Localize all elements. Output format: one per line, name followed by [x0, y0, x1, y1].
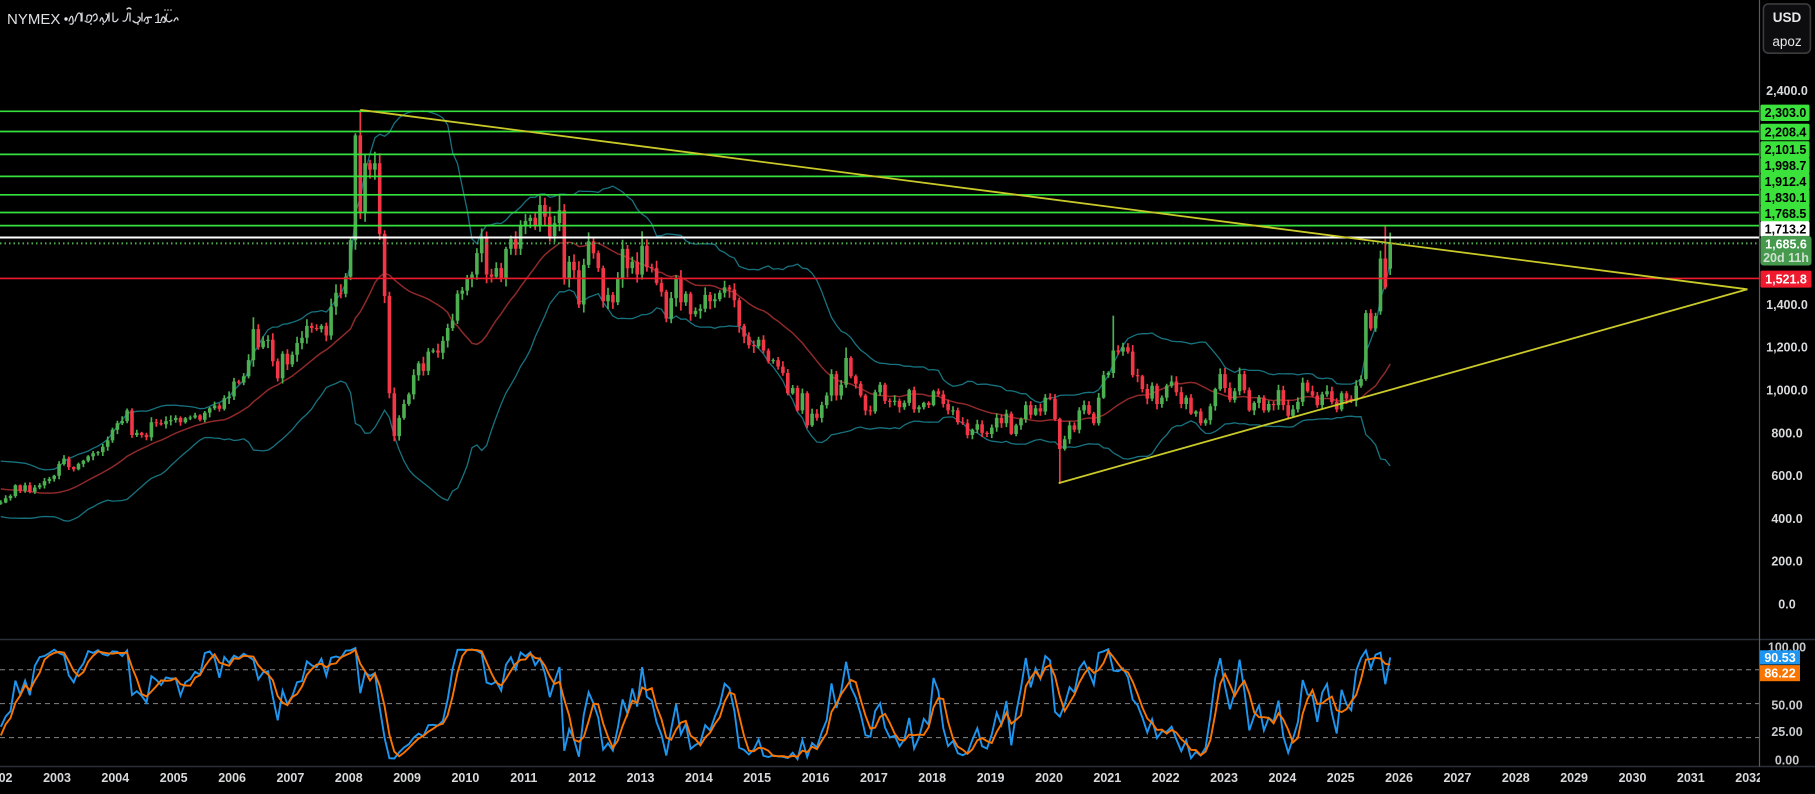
- svg-text:400.0: 400.0: [1771, 512, 1802, 526]
- svg-text:2026: 2026: [1385, 771, 1413, 785]
- svg-text:1,912.4: 1,912.4: [1765, 175, 1807, 189]
- svg-text:2020: 2020: [1035, 771, 1063, 785]
- svg-text:2002: 2002: [0, 771, 13, 785]
- svg-text:NYMEX: NYMEX: [7, 11, 60, 28]
- svg-text:2027: 2027: [1443, 771, 1471, 785]
- svg-text:50.00: 50.00: [1771, 698, 1802, 712]
- svg-text:2014: 2014: [685, 771, 713, 785]
- svg-text:90.53: 90.53: [1764, 651, 1795, 665]
- svg-text:2010: 2010: [451, 771, 479, 785]
- svg-text:2017: 2017: [860, 771, 888, 785]
- svg-text:0.00: 0.00: [1775, 753, 1799, 767]
- svg-text:2,101.5: 2,101.5: [1765, 143, 1807, 157]
- svg-text:2031: 2031: [1677, 771, 1705, 785]
- svg-text:apoz: apoz: [1772, 34, 1802, 49]
- svg-text:2030: 2030: [1619, 771, 1647, 785]
- svg-text:2023: 2023: [1210, 771, 1238, 785]
- svg-text:2008: 2008: [335, 771, 363, 785]
- svg-text:2032: 2032: [1735, 771, 1763, 785]
- svg-text:2006: 2006: [218, 771, 246, 785]
- svg-text:2,303.0: 2,303.0: [1765, 106, 1807, 120]
- svg-text:200.0: 200.0: [1771, 555, 1802, 569]
- svg-text:0.0: 0.0: [1778, 598, 1795, 612]
- svg-text:2025: 2025: [1327, 771, 1355, 785]
- svg-text:1,400.0: 1,400.0: [1766, 298, 1808, 312]
- svg-text:1,830.1: 1,830.1: [1765, 191, 1807, 205]
- svg-text:1,685.6: 1,685.6: [1765, 238, 1807, 252]
- svg-text:2,208.4: 2,208.4: [1765, 125, 1807, 139]
- svg-text:2011: 2011: [510, 771, 537, 785]
- svg-text:2005: 2005: [160, 771, 188, 785]
- svg-text:1,521.8: 1,521.8: [1765, 273, 1807, 287]
- svg-text:1,000.0: 1,000.0: [1766, 384, 1808, 398]
- svg-text:2012: 2012: [568, 771, 596, 785]
- svg-text:2,400.0: 2,400.0: [1766, 84, 1808, 98]
- svg-text:2021: 2021: [1093, 771, 1121, 785]
- svg-text:2028: 2028: [1502, 771, 1530, 785]
- svg-text:2009: 2009: [393, 771, 421, 785]
- svg-text:1: 1: [154, 10, 162, 26]
- svg-text:2024: 2024: [1268, 771, 1296, 785]
- svg-text:1,200.0: 1,200.0: [1766, 341, 1808, 355]
- svg-text:800.0: 800.0: [1771, 426, 1802, 440]
- svg-text:86.22: 86.22: [1764, 667, 1795, 681]
- svg-text:2016: 2016: [802, 771, 830, 785]
- svg-text:2004: 2004: [101, 771, 129, 785]
- svg-text:1,998.7: 1,998.7: [1765, 159, 1807, 173]
- svg-text:600.0: 600.0: [1771, 469, 1802, 483]
- svg-text:2013: 2013: [627, 771, 655, 785]
- svg-text:20d 11h: 20d 11h: [1763, 251, 1809, 265]
- svg-text:2003: 2003: [43, 771, 71, 785]
- svg-text:1,768.5: 1,768.5: [1765, 207, 1807, 221]
- svg-text:USD: USD: [1773, 10, 1802, 25]
- svg-text:2022: 2022: [1152, 771, 1180, 785]
- svg-text:1,713.2: 1,713.2: [1765, 222, 1807, 236]
- svg-text:2015: 2015: [743, 771, 771, 785]
- svg-text:2029: 2029: [1560, 771, 1588, 785]
- svg-text:25.00: 25.00: [1771, 725, 1802, 739]
- svg-text:2019: 2019: [977, 771, 1005, 785]
- svg-text:2018: 2018: [918, 771, 946, 785]
- svg-text:2007: 2007: [276, 771, 304, 785]
